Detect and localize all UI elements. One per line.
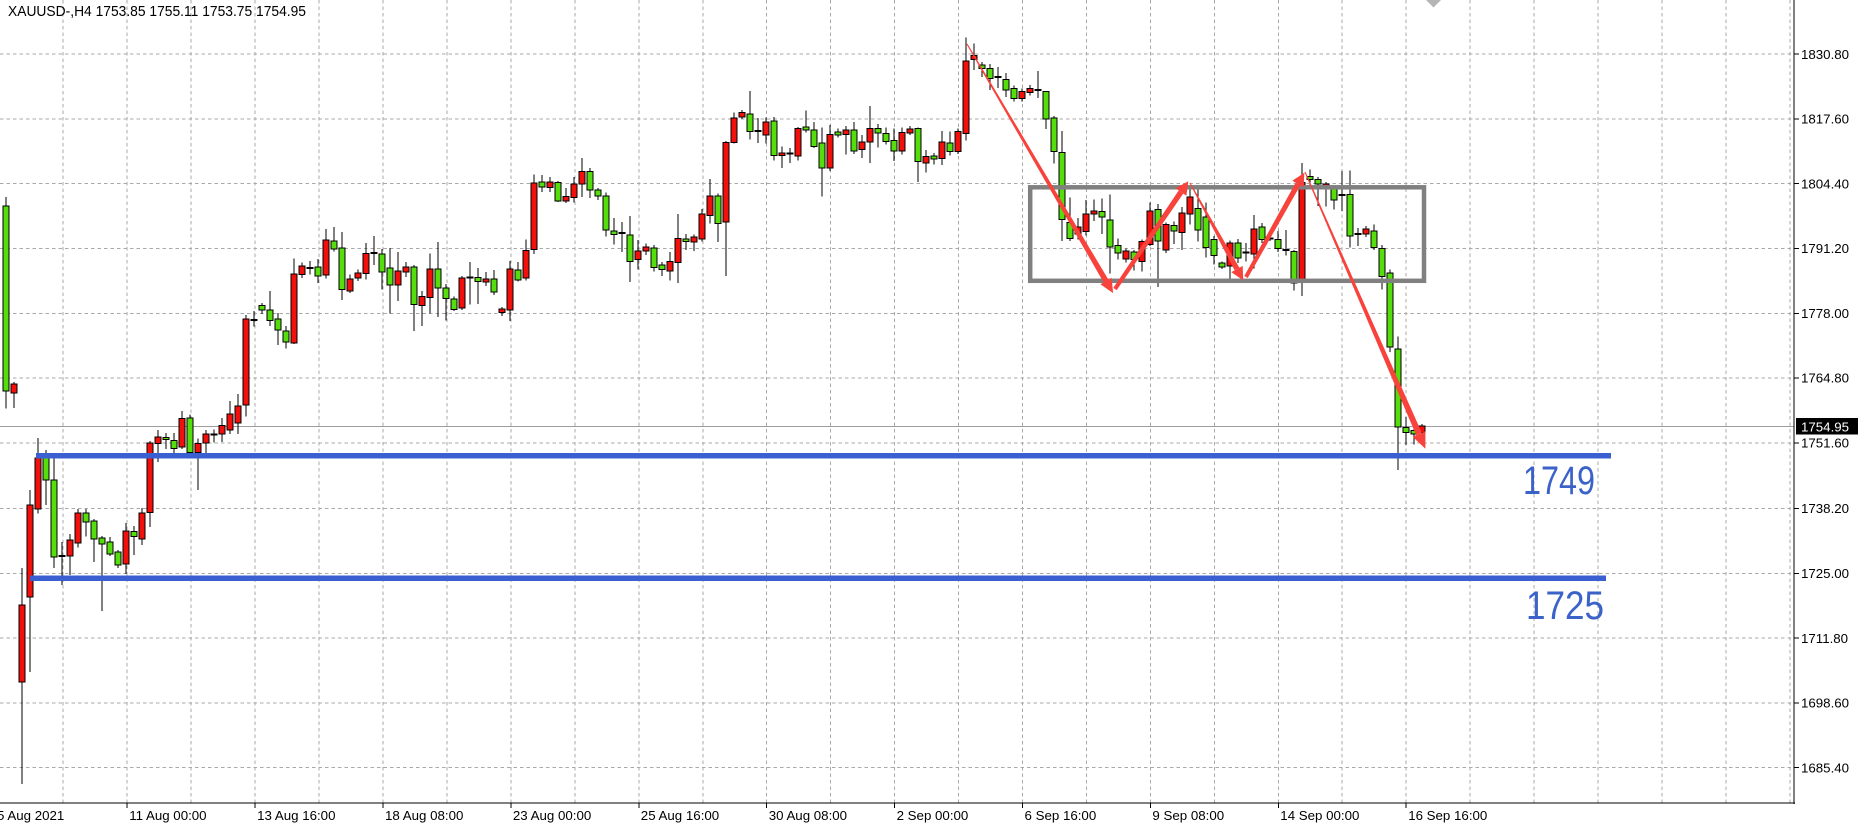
svg-text:1725: 1725 <box>1526 584 1604 628</box>
svg-text:30 Aug 08:00: 30 Aug 08:00 <box>769 808 847 823</box>
svg-text:1725.00: 1725.00 <box>1801 566 1849 581</box>
svg-text:14 Sep 00:00: 14 Sep 00:00 <box>1280 808 1359 823</box>
svg-text:18 Aug 08:00: 18 Aug 08:00 <box>385 808 463 823</box>
svg-text:1749: 1749 <box>1523 459 1595 503</box>
svg-text:1754.95: 1754.95 <box>1801 419 1849 434</box>
svg-text:13 Aug 16:00: 13 Aug 16:00 <box>257 808 335 823</box>
svg-text:1698.60: 1698.60 <box>1801 696 1849 711</box>
svg-text:11 Aug 00:00: 11 Aug 00:00 <box>129 808 206 823</box>
svg-text:1791.20: 1791.20 <box>1801 241 1849 256</box>
svg-text:6 Sep 16:00: 6 Sep 16:00 <box>1025 808 1097 823</box>
svg-text:2 Sep 00:00: 2 Sep 00:00 <box>897 808 969 823</box>
svg-text:5 Aug 2021: 5 Aug 2021 <box>0 808 64 823</box>
svg-text:1751.60: 1751.60 <box>1801 436 1849 451</box>
svg-text:9 Sep 08:00: 9 Sep 08:00 <box>1152 808 1224 823</box>
svg-text:1778.00: 1778.00 <box>1801 306 1849 321</box>
svg-text:1711.80: 1711.80 <box>1801 631 1848 646</box>
svg-text:1738.20: 1738.20 <box>1801 501 1849 516</box>
svg-text:1764.80: 1764.80 <box>1801 371 1849 386</box>
svg-text:1804.40: 1804.40 <box>1801 176 1849 191</box>
svg-text:1817.60: 1817.60 <box>1801 112 1849 127</box>
svg-text:1685.40: 1685.40 <box>1801 760 1849 775</box>
svg-text:25 Aug 16:00: 25 Aug 16:00 <box>641 808 719 823</box>
svg-text:1830.80: 1830.80 <box>1801 47 1849 62</box>
svg-text:XAUUSD-,H4 1753.85 1755.11 17: XAUUSD-,H4 1753.85 1755.11 1753.75 1754.… <box>8 3 306 20</box>
svg-text:16 Sep 16:00: 16 Sep 16:00 <box>1408 808 1487 823</box>
svg-text:23 Aug 00:00: 23 Aug 00:00 <box>513 808 591 823</box>
